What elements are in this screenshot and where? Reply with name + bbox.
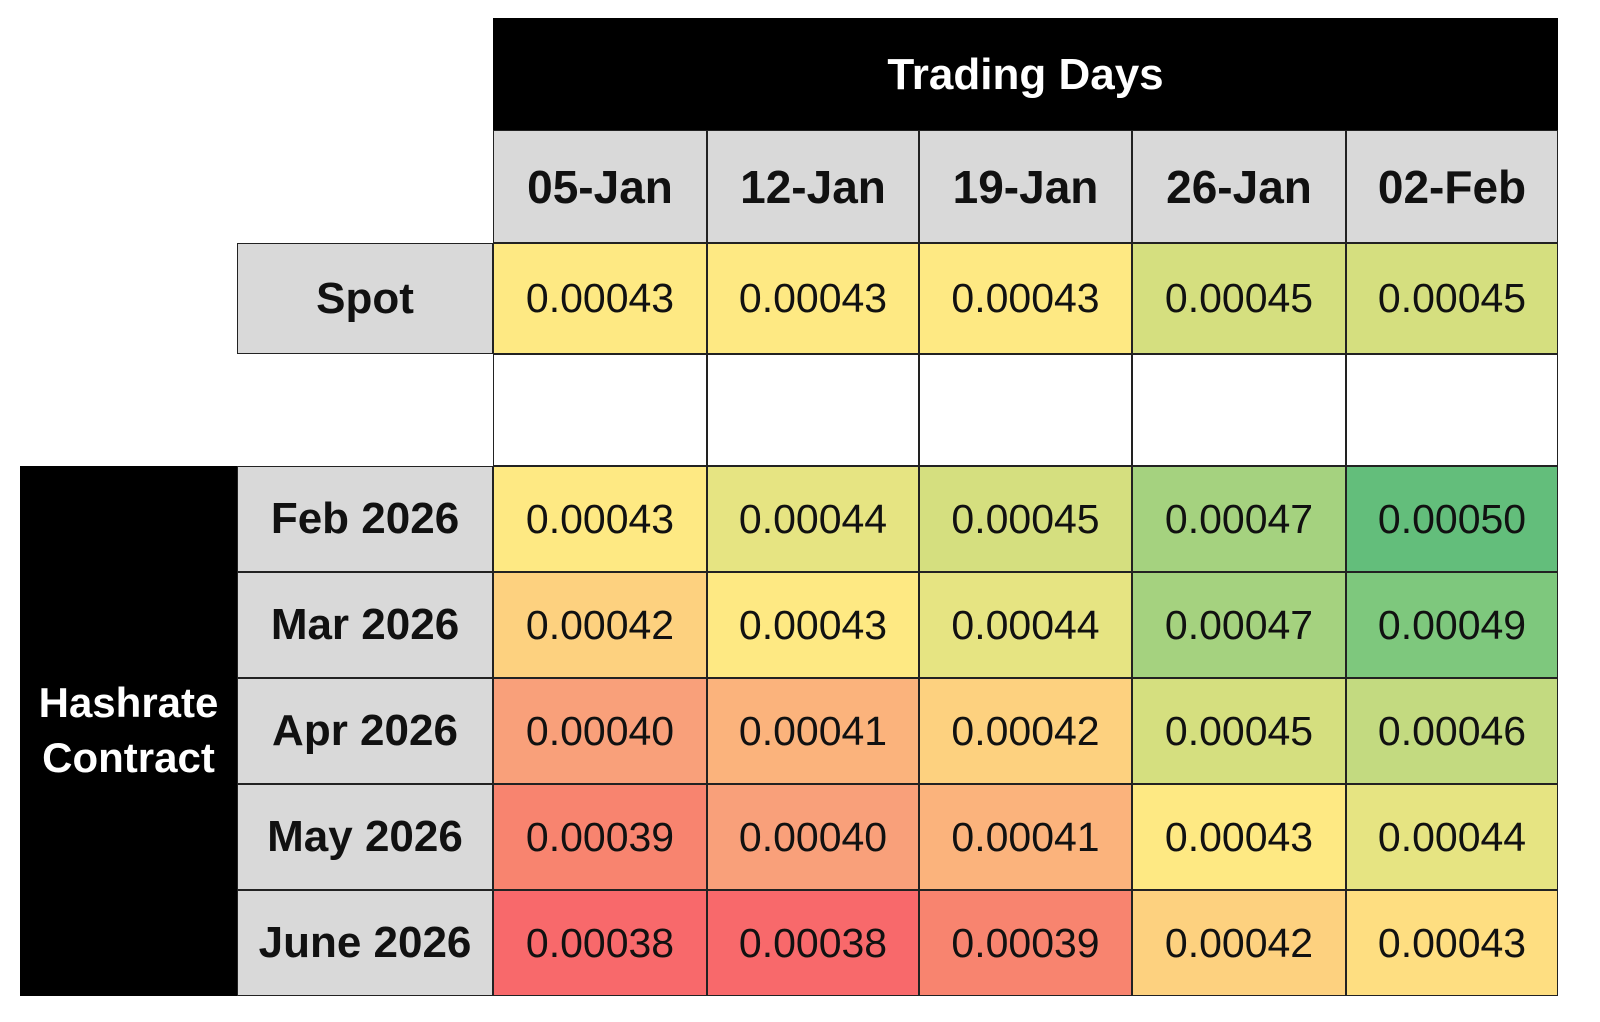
empty-cell (1346, 354, 1558, 466)
column-header: 19-Jan (919, 130, 1132, 243)
value-cell: 0.00049 (1346, 572, 1558, 678)
value-cell: 0.00044 (1346, 784, 1558, 890)
value-cell: 0.00043 (493, 466, 707, 572)
value-cell: 0.00043 (707, 243, 919, 354)
value-cell: 0.00047 (1132, 572, 1346, 678)
value-cell: 0.00041 (919, 784, 1132, 890)
empty-cell (919, 354, 1132, 466)
value-cell: 0.00045 (919, 466, 1132, 572)
value-cell: 0.00043 (919, 243, 1132, 354)
value-cell: 0.00043 (1346, 890, 1558, 996)
value-cell: 0.00043 (493, 243, 707, 354)
value-cell: 0.00042 (493, 572, 707, 678)
row-label: Apr 2026 (237, 678, 493, 784)
value-cell: 0.00038 (707, 890, 919, 996)
value-cell: 0.00041 (707, 678, 919, 784)
column-header: 05-Jan (493, 130, 707, 243)
column-header: 26-Jan (1132, 130, 1346, 243)
value-cell: 0.00042 (1132, 890, 1346, 996)
group-label: Hashrate Contract (20, 466, 237, 996)
empty-cell (1132, 354, 1346, 466)
value-cell: 0.00045 (1132, 678, 1346, 784)
row-label: May 2026 (237, 784, 493, 890)
value-cell: 0.00040 (707, 784, 919, 890)
row-label: Mar 2026 (237, 572, 493, 678)
value-cell: 0.00046 (1346, 678, 1558, 784)
value-cell: 0.00045 (1346, 243, 1558, 354)
value-cell: 0.00047 (1132, 466, 1346, 572)
value-cell: 0.00042 (919, 678, 1132, 784)
row-label: June 2026 (237, 890, 493, 996)
value-cell: 0.00043 (707, 572, 919, 678)
value-cell: 0.00038 (493, 890, 707, 996)
value-cell: 0.00044 (919, 572, 1132, 678)
row-label: Spot (237, 243, 493, 354)
row-label: Feb 2026 (237, 466, 493, 572)
value-cell: 0.00039 (493, 784, 707, 890)
value-cell: 0.00045 (1132, 243, 1346, 354)
value-cell: 0.00039 (919, 890, 1132, 996)
value-cell: 0.00044 (707, 466, 919, 572)
column-header: 12-Jan (707, 130, 919, 243)
title-header: Trading Days (493, 18, 1558, 131)
value-cell: 0.00040 (493, 678, 707, 784)
column-header: 02-Feb (1346, 130, 1558, 243)
empty-cell (493, 354, 707, 466)
empty-cell (707, 354, 919, 466)
value-cell: 0.00050 (1346, 466, 1558, 572)
value-cell: 0.00043 (1132, 784, 1346, 890)
